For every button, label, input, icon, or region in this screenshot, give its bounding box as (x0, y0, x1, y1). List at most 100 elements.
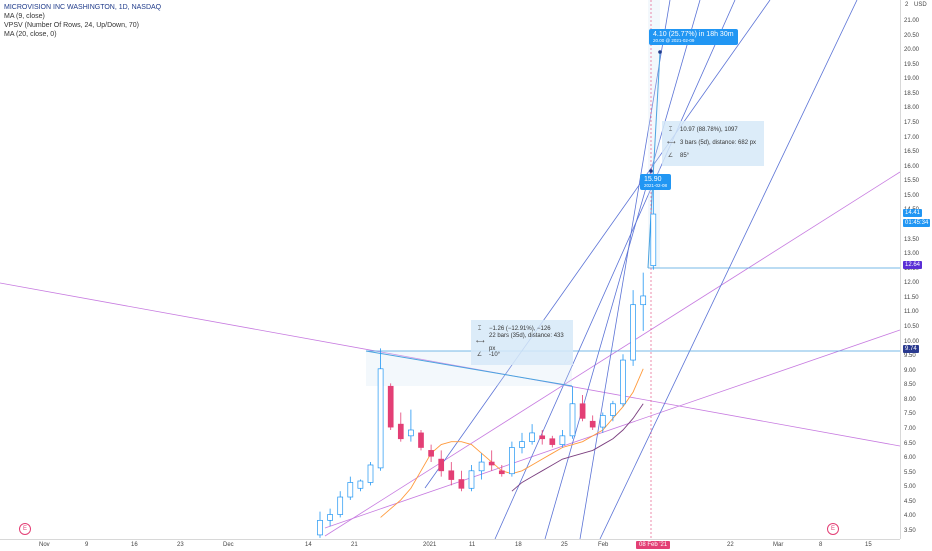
candle[interactable] (640, 272, 647, 331)
candle-body-down (397, 423, 404, 440)
time-tick-label: 23 (177, 542, 184, 548)
candle[interactable] (589, 415, 596, 430)
price-chart[interactable] (0, 0, 900, 539)
time-tick-label: 8 (819, 542, 823, 548)
candle[interactable] (327, 508, 333, 527)
trendline-fan-2 (324, 171, 900, 537)
trendline-fan-5 (544, 0, 701, 539)
callout-projection[interactable]: 4.10 (25.77%) in 18h 30m 20.00 @ 2021-02… (649, 29, 738, 45)
legend-vpsv[interactable]: VPSV (Number Of Rows, 24, Up/Down, 70) (4, 22, 139, 29)
price-tick-label: 6.00 (904, 455, 916, 462)
candle[interactable] (610, 400, 616, 422)
price-tick-label: 19.00 (904, 76, 920, 83)
time-tick-label: 11 (469, 542, 476, 548)
chart-area[interactable]: MICROVISION INC WASHINGTON, 1D, NASDAQ M… (0, 0, 900, 539)
candle[interactable] (317, 511, 323, 538)
candle[interactable] (438, 450, 445, 477)
price-tick-label: 4.50 (904, 498, 916, 505)
price-tick-label: 12.00 (904, 280, 920, 287)
candle[interactable] (428, 444, 434, 463)
price-tick-label: 13.50 (904, 236, 920, 243)
candle-body-up (408, 429, 414, 437)
level-low-badge: 9.74 (903, 345, 919, 353)
candle-body-down (539, 435, 546, 440)
price-tick-label: 18.00 (904, 105, 920, 112)
price-tick-label: 17.50 (904, 120, 920, 126)
candle-body-up (650, 213, 657, 266)
candle[interactable] (488, 450, 495, 471)
legend-ma20[interactable]: MA (20, close, 0) (4, 31, 57, 38)
candle[interactable] (337, 491, 344, 518)
time-axis[interactable]: Nov 9 16 23 Dec 14 21 2021 11 18 25 Feb 22 Mar 8 15 08 … (0, 539, 900, 551)
angle-icon: ∠ (476, 352, 483, 358)
candle[interactable] (539, 430, 546, 445)
candle[interactable] (559, 430, 566, 448)
time-tick-label: 2021 (423, 542, 437, 548)
candle-body-down (387, 385, 394, 428)
candle-body-down (438, 458, 445, 472)
candle[interactable] (519, 432, 525, 454)
candle[interactable] (498, 464, 505, 477)
candle[interactable] (448, 462, 455, 486)
candle[interactable] (569, 386, 576, 439)
time-tick-label: 25 (561, 542, 568, 548)
candle[interactable] (367, 462, 374, 486)
candle-body-down (579, 403, 586, 419)
earnings-marker-right[interactable]: E (827, 523, 839, 535)
candle-body-up (327, 514, 333, 521)
candle[interactable] (357, 479, 364, 492)
candle-body-down (488, 461, 495, 466)
price-tick-label: 5.00 (904, 484, 916, 491)
callout-projection-target: 20.00 @ 2021-02-09 (653, 38, 695, 43)
candle[interactable] (630, 290, 636, 366)
price-tick-label: 5.50 (904, 469, 916, 476)
candle[interactable] (620, 354, 626, 407)
time-tick-label: Feb (598, 542, 609, 548)
candle[interactable] (347, 476, 354, 500)
time-tick-label: Mar (773, 542, 784, 548)
measure-upper-bars: 3 bars (5d), distance: 682 px (680, 140, 757, 146)
earnings-marker-left[interactable]: E (19, 523, 31, 535)
legend-ma9[interactable]: MA (9, close) (4, 13, 45, 20)
bar-range-icon: ⟷ (476, 339, 485, 345)
candle[interactable] (509, 441, 515, 477)
candle[interactable] (478, 453, 485, 480)
price-tick-label: 8.50 (904, 382, 916, 389)
candle-body-up (559, 435, 566, 445)
candle-body-down (418, 432, 424, 448)
price-tick-label: 15.50 (904, 178, 920, 185)
chart-legend[interactable]: MICROVISION INC WASHINGTON, 1D, NASDAQ M… (4, 3, 161, 39)
price-tick-label: 3.50 (904, 528, 916, 534)
callout-point-date: 2021-02-08 (644, 183, 668, 188)
candle-body-up (347, 482, 354, 498)
legend-symbol[interactable]: MICROVISION INC WASHINGTON, 1D, NASDAQ (4, 4, 162, 11)
trendline-downward (0, 282, 900, 447)
anchor-point-top (658, 50, 662, 54)
candle-body-up (599, 415, 606, 428)
candle[interactable] (579, 395, 586, 422)
candle[interactable] (529, 424, 535, 445)
candle[interactable] (387, 383, 394, 430)
ma20-line[interactable] (511, 403, 644, 492)
measure-line-upper (647, 51, 661, 269)
price-axis[interactable]: 2 USD 21.00 20.50 20.00 19.50 19.00 18.50 18.0… (900, 0, 932, 539)
price-tick-label: 11.00 (904, 309, 919, 316)
price-tick-label: 21.00 (904, 18, 920, 24)
measure-upper-angle: 85° (680, 153, 690, 159)
candle-body-up (468, 470, 475, 489)
trendline-fan-4 (494, 0, 736, 539)
time-tick-label: Nov (39, 542, 50, 548)
candle[interactable] (377, 348, 384, 471)
time-tick-label: 18 (515, 542, 522, 548)
candle[interactable] (458, 470, 465, 492)
angle-icon: ∠ (667, 153, 674, 159)
candle[interactable] (418, 430, 424, 451)
price-tick-label: 19.50 (904, 61, 920, 68)
candle[interactable] (397, 412, 404, 442)
callout-point[interactable]: 15.90 2021-02-08 (640, 174, 672, 190)
candle[interactable] (408, 409, 414, 442)
candle[interactable] (599, 412, 606, 433)
time-tick-label: 9 (85, 542, 89, 548)
candle[interactable] (468, 464, 475, 492)
candle[interactable] (549, 435, 556, 448)
